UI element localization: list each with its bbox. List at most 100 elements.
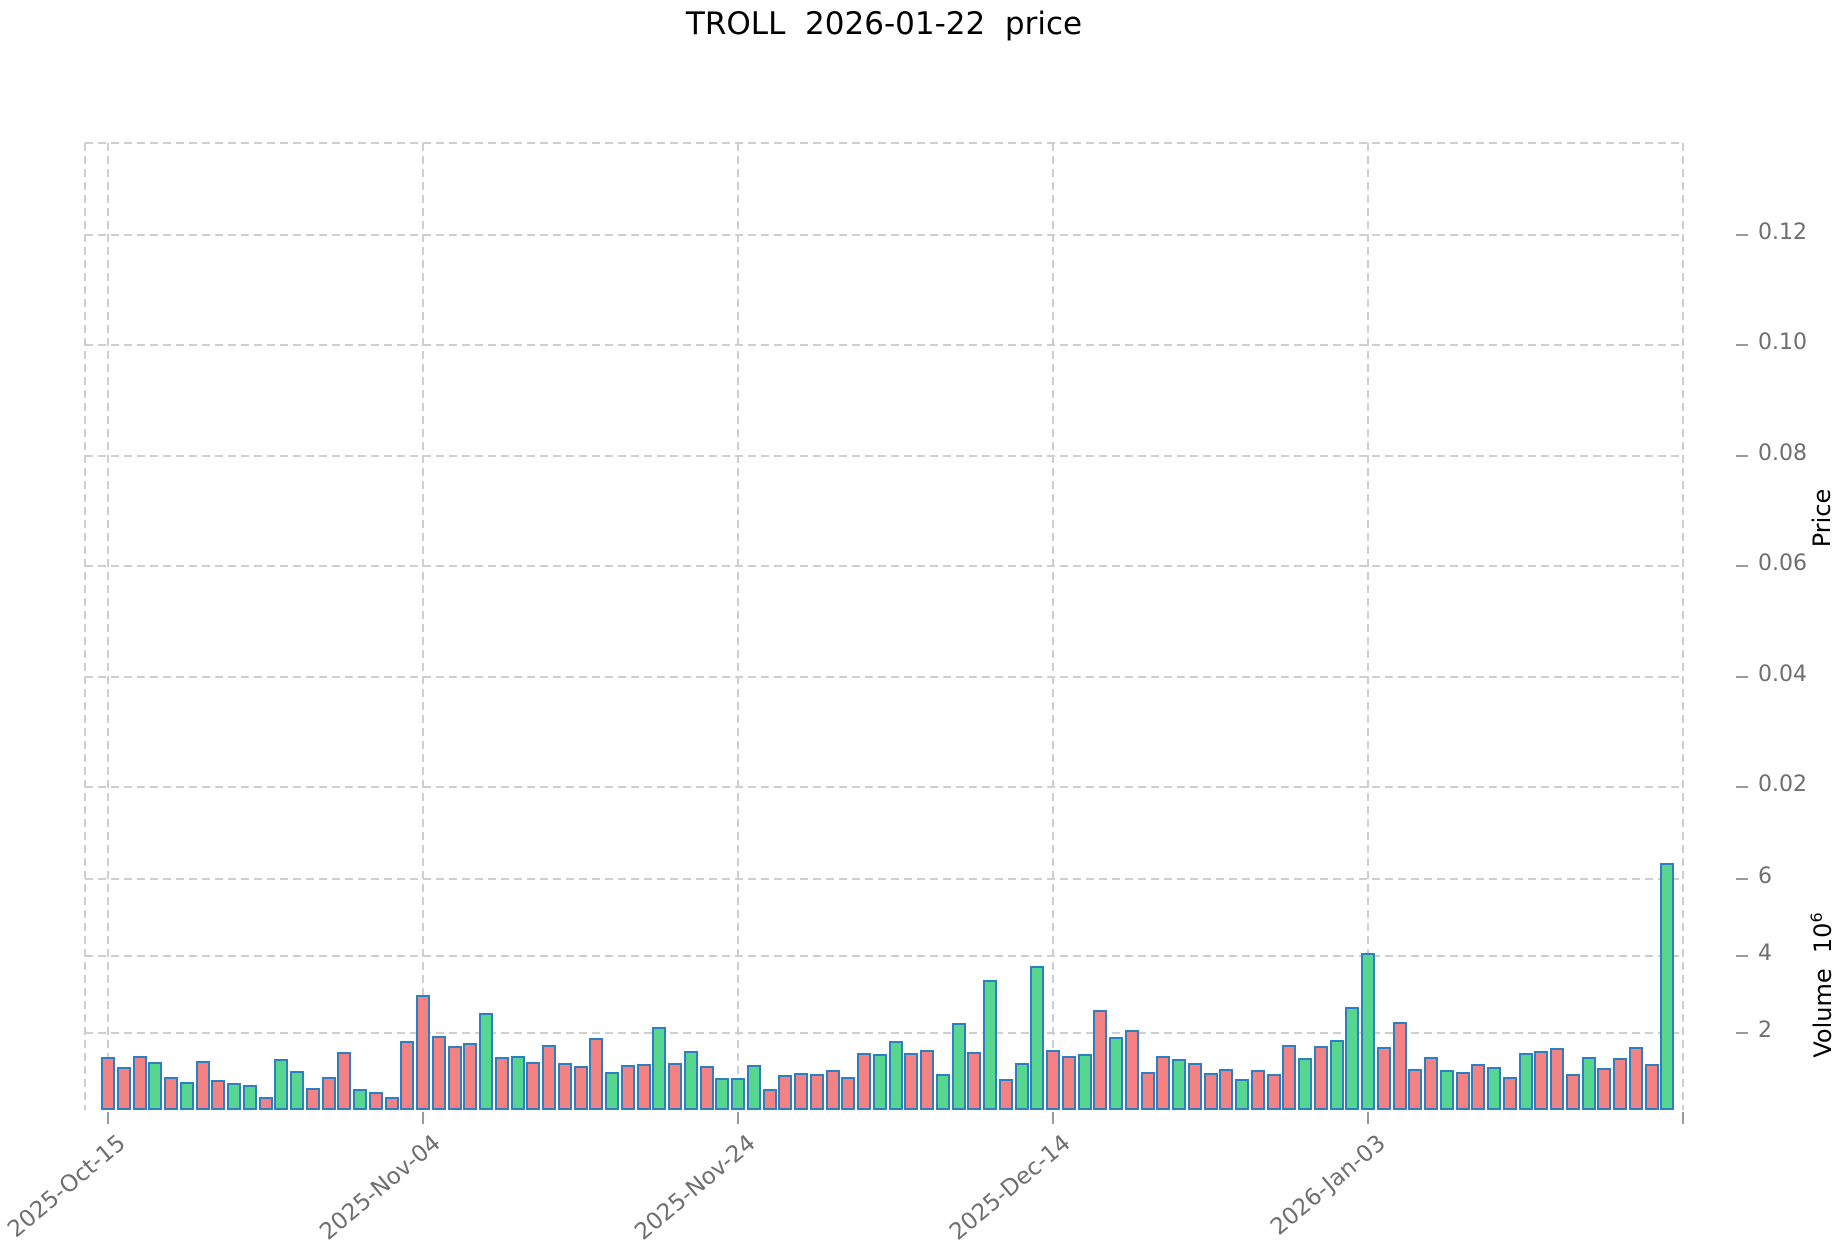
volume-bar <box>164 1076 178 1110</box>
gridline-volume <box>85 878 1683 880</box>
volume-bar <box>1660 862 1675 1110</box>
volume-bar <box>825 1069 840 1110</box>
volume-bar <box>1581 1056 1596 1110</box>
price-tick-mark <box>1736 565 1748 567</box>
gridline-price <box>85 786 1683 788</box>
volume-tick-label: 2 <box>1758 1018 1772 1043</box>
volume-bar <box>1282 1044 1297 1110</box>
volume-bar <box>1235 1078 1249 1110</box>
gridline-price <box>85 344 1683 346</box>
date-tick-mark <box>1367 1112 1369 1124</box>
price-tick-mark <box>1736 786 1748 788</box>
volume-bar <box>242 1085 257 1110</box>
volume-bar <box>227 1083 241 1110</box>
volume-bar <box>1628 1047 1643 1110</box>
gridline-vertical <box>737 143 739 1110</box>
volume-bar <box>1471 1064 1486 1110</box>
volume-bar <box>620 1065 635 1110</box>
volume-bar <box>400 1040 415 1110</box>
volume-tick-mark <box>1736 955 1748 957</box>
volume-bar <box>1644 1063 1659 1110</box>
volume-bar <box>1345 1007 1360 1110</box>
volume-bar <box>967 1052 982 1110</box>
volume-bar <box>1424 1056 1438 1110</box>
volume-bar <box>463 1043 478 1110</box>
volume-bar <box>1187 1063 1202 1110</box>
volume-bar <box>872 1053 887 1110</box>
volume-bar <box>1313 1046 1328 1110</box>
volume-bar <box>1014 1063 1029 1110</box>
volume-bar <box>1046 1050 1060 1110</box>
volume-bar <box>809 1073 824 1110</box>
price-tick-label: 0.08 <box>1758 440 1807 466</box>
volume-bar <box>479 1012 493 1110</box>
volume-bar <box>274 1059 289 1110</box>
volume-bar <box>195 1061 210 1110</box>
volume-bar <box>447 1046 462 1110</box>
date-tick-mark <box>737 1112 739 1124</box>
price-tick-mark <box>1736 454 1748 457</box>
plot-border-top <box>85 142 1683 144</box>
volume-bar <box>258 1097 273 1110</box>
price-tick-label: 0.12 <box>1758 219 1807 245</box>
volume-bar <box>636 1064 651 1110</box>
volume-bar <box>841 1076 856 1110</box>
volume-bar <box>179 1081 194 1110</box>
volume-bar <box>998 1079 1013 1110</box>
volume-bar <box>494 1056 509 1110</box>
price-tick-label: 0.04 <box>1758 661 1807 687</box>
volume-bar <box>951 1022 966 1110</box>
price-tick-mark <box>1736 344 1748 346</box>
price-tick-label: 0.10 <box>1758 330 1807 355</box>
gridline-price <box>85 233 1683 236</box>
price-tick-mark <box>1736 675 1748 678</box>
date-tick-mark <box>107 1112 109 1124</box>
volume-tick-mark <box>1736 878 1748 880</box>
volume-bar <box>1266 1074 1281 1110</box>
volume-bar <box>1219 1069 1234 1110</box>
volume-bar <box>731 1078 745 1110</box>
volume-bar <box>1298 1058 1312 1110</box>
volume-bar <box>148 1061 163 1110</box>
volume-bar <box>888 1041 903 1110</box>
volume-bar <box>699 1065 714 1110</box>
volume-tick-label: 6 <box>1758 864 1772 889</box>
volume-bar <box>368 1091 383 1110</box>
volume-bar <box>983 979 997 1110</box>
volume-bar <box>1156 1056 1171 1110</box>
volume-bar <box>101 1056 115 1110</box>
volume-bar <box>1392 1021 1407 1110</box>
volume-bar <box>305 1087 320 1110</box>
volume-tick-mark <box>1736 1032 1748 1034</box>
volume-bar <box>1565 1073 1580 1110</box>
gridline-volume <box>85 1032 1683 1034</box>
volume-bar <box>431 1035 446 1110</box>
volume-bar <box>668 1063 682 1110</box>
volume-bar <box>1030 966 1045 1110</box>
volume-bar <box>857 1053 871 1110</box>
volume-bar <box>290 1070 304 1110</box>
plot-border-left <box>84 143 86 1110</box>
volume-bar <box>1487 1067 1501 1110</box>
volume-bar <box>337 1051 352 1110</box>
gridline-volume <box>85 955 1683 957</box>
volume-bar <box>211 1079 226 1110</box>
volume-bar <box>1408 1069 1423 1110</box>
volume-bar <box>1140 1071 1155 1110</box>
volume-bar <box>526 1061 541 1110</box>
volume-bar <box>935 1073 950 1110</box>
gridline-vertical <box>107 143 109 1110</box>
price-tick-label: 0.06 <box>1758 551 1807 576</box>
gridline-vertical <box>422 143 424 1110</box>
volume-bar <box>1203 1073 1218 1110</box>
volume-bar <box>321 1076 336 1110</box>
volume-bar <box>589 1037 604 1110</box>
chart-title: TROLL 2026-01-22 price <box>685 6 1083 42</box>
price-tick-label: 0.02 <box>1758 772 1807 797</box>
volume-bar <box>1172 1059 1186 1110</box>
volume-bar <box>557 1063 572 1110</box>
volume-bar <box>920 1049 934 1110</box>
volume-bar <box>1124 1030 1139 1110</box>
volume-bar <box>778 1074 793 1110</box>
